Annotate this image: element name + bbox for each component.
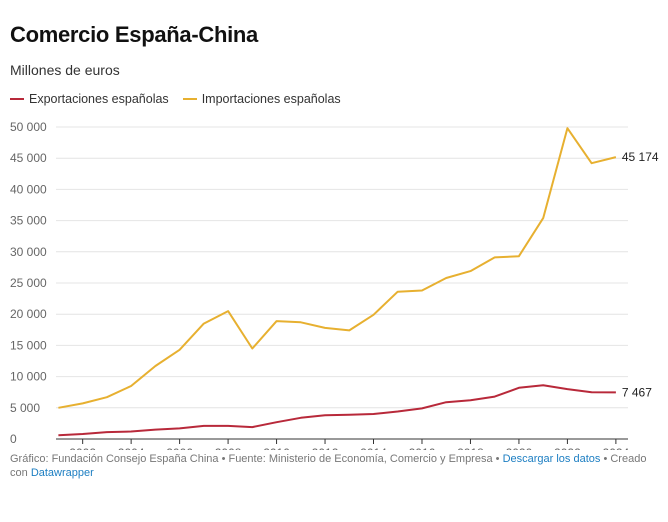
- y-tick-label: 30 000: [10, 245, 47, 259]
- chart-legend: Exportaciones españolas Importaciones es…: [10, 92, 341, 106]
- footer-credit: Gráfico: Fundación Consejo España China …: [10, 453, 500, 465]
- y-tick-label: 35 000: [10, 214, 47, 228]
- line-chart: 0 5 000 10 000 15 000 20 000 25 000 30 000 35 0…: [10, 120, 659, 450]
- chart-footer: Gráfico: Fundación Consejo España China …: [10, 452, 660, 480]
- legend-item-exports: Exportaciones españolas: [10, 92, 169, 106]
- legend-swatch-imports: [182, 98, 197, 100]
- legend-item-imports: Importaciones españolas: [182, 92, 341, 106]
- legend-label-imports: Importaciones españolas: [201, 92, 341, 106]
- series-line-imports: [58, 127, 617, 409]
- x-tick-label: 2010: [263, 446, 290, 450]
- y-tick-label: 10 000: [10, 370, 47, 384]
- x-tick-label: 2024: [603, 446, 630, 450]
- y-tick-label: 45 000: [10, 151, 47, 165]
- y-tick-label: 5 000: [10, 401, 40, 415]
- series-line-exports: [58, 384, 616, 437]
- end-label-imports: 45 174: [622, 150, 659, 164]
- x-tick-label: 2020: [506, 446, 533, 450]
- y-tick-label: 15 000: [10, 338, 47, 352]
- y-tick-label: 25 000: [10, 276, 47, 290]
- legend-swatch-exports: [10, 98, 24, 100]
- x-tick-label: 2012: [312, 446, 339, 450]
- y-tick-label: 40 000: [10, 182, 47, 196]
- y-tick-label: 20 000: [10, 307, 47, 321]
- legend-label-exports: Exportaciones españolas: [29, 92, 169, 106]
- x-tick-label: 2006: [166, 446, 193, 450]
- x-tick-label: 2014: [360, 446, 387, 450]
- chart-title: Comercio España-China: [10, 22, 258, 47]
- x-tick-label: 2002: [69, 446, 96, 450]
- download-data-link[interactable]: Descargar los datos: [502, 453, 601, 465]
- end-label-exports: 7 467: [622, 385, 652, 399]
- x-tick-label: 2022: [554, 446, 581, 450]
- x-tick-label: 2018: [457, 446, 484, 450]
- x-tick-label: 2008: [215, 446, 242, 450]
- x-tick-label: 2004: [118, 446, 145, 450]
- x-tick-label: 2016: [409, 446, 436, 450]
- y-tick-label: 50 000: [10, 120, 47, 134]
- y-tick-label: 0: [10, 432, 17, 446]
- chart-subtitle: Millones de euros: [10, 62, 120, 78]
- datawrapper-link[interactable]: Datawrapper: [30, 467, 94, 479]
- footer-created: • Creado con: [10, 453, 647, 479]
